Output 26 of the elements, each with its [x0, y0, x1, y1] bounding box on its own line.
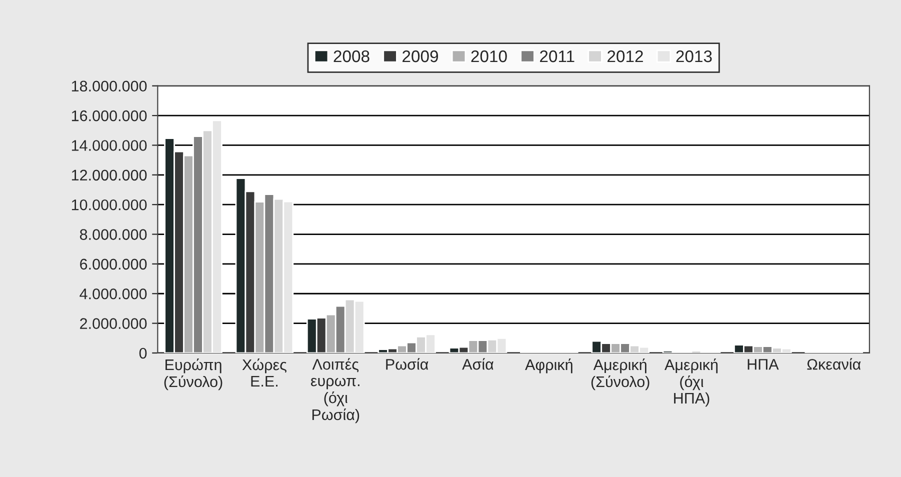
legend-label: 2011 [540, 50, 574, 62]
x-tick-label: ΗΠΑ [748, 359, 779, 370]
legend-label: 2012 [608, 50, 643, 62]
y-tick-label: 6.000.000 [80, 258, 147, 270]
y-tick-label: 8.000.000 [80, 229, 147, 240]
y-tick-label: 0 [139, 348, 147, 359]
legend-label: 2013 [676, 50, 712, 62]
x-tick-label: Αφρική [525, 358, 572, 374]
y-tick-label: 14.000.000 [72, 140, 147, 151]
legend-label: 2010 [471, 50, 507, 62]
y-tick-label: 12.000.000 [72, 170, 147, 181]
x-tick-label: Λοιπές ευρωπ. (όχι Ρωσία) [310, 358, 360, 424]
legend-label: 2009 [402, 50, 438, 62]
x-tick-label: Ασία [462, 358, 494, 370]
x-tick-label: Ρωσία [386, 358, 428, 370]
y-tick-label: 16.000.000 [72, 110, 147, 122]
x-tick-label: Αμερική (όχι ΗΠΑ) [664, 358, 718, 407]
y-tick-label: 2.000.000 [80, 318, 147, 329]
y-tick-label: 4.000.000 [80, 288, 147, 300]
x-tick-label: Ευρώπη (Σύνολο) [164, 358, 222, 390]
y-tick-label: 18.000.000 [72, 80, 147, 92]
x-tick-label: Χώρες Ε.Ε. [242, 358, 286, 387]
x-tick-label: Ωκεανία [807, 358, 861, 370]
legend-label: 2008 [334, 50, 370, 62]
y-tick-label: 10.000.000 [72, 199, 147, 210]
x-tick-label: Αμερική (Σύνολο) [591, 358, 650, 390]
